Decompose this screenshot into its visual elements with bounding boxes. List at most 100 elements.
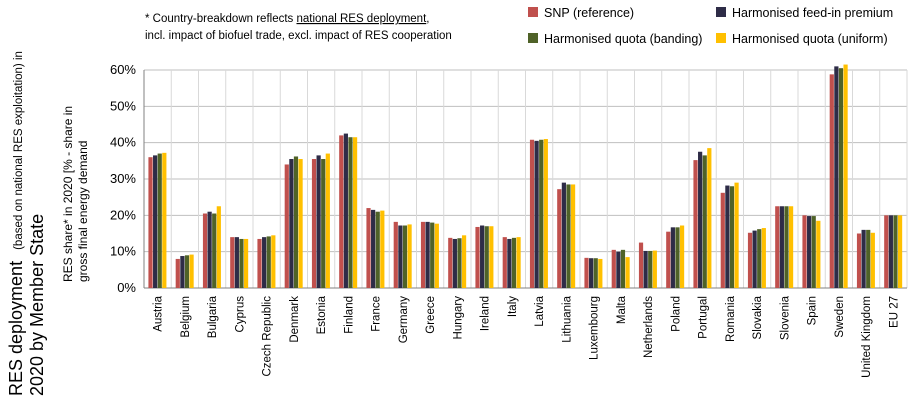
bar-harmonised-quota-uniform-: [707, 148, 712, 288]
y-tick-label: 40%: [110, 135, 136, 150]
bar-harmonised-quota-banding-: [375, 211, 380, 288]
bar-snp-reference-: [366, 208, 371, 288]
x-tick-label: United Kingdom: [861, 296, 873, 378]
y-tick-label: 0%: [117, 280, 136, 295]
bar-snp-reference-: [720, 192, 725, 288]
legend-label: Harmonised feed-in premium: [732, 6, 893, 20]
bar-harmonised-feed-in-premium: [643, 250, 648, 288]
bar-harmonised-quota-uniform-: [652, 250, 657, 288]
bar-harmonised-quota-uniform-: [243, 238, 249, 288]
bar-harmonised-quota-banding-: [321, 159, 326, 288]
bar-snp-reference-: [884, 215, 889, 288]
bar-harmonised-quota-banding-: [593, 258, 598, 288]
bar-snp-reference-: [611, 249, 616, 288]
bar-snp-reference-: [693, 160, 698, 288]
bar-harmonised-feed-in-premium: [725, 185, 730, 288]
bar-harmonised-feed-in-premium: [888, 215, 893, 288]
bar-harmonised-quota-uniform-: [870, 232, 875, 288]
bar-snp-reference-: [584, 257, 589, 288]
x-tick-label: Lithuania: [561, 295, 573, 342]
bar-harmonised-quota-banding-: [266, 236, 271, 288]
bar-harmonised-quota-banding-: [675, 227, 680, 288]
x-tick-label: Bulgaria: [207, 295, 219, 338]
bar-harmonised-quota-banding-: [757, 229, 762, 288]
bar-harmonised-quota-banding-: [729, 186, 735, 288]
side-title: RES deployment (based on national RES ex…: [6, 51, 47, 396]
bar-snp-reference-: [557, 189, 562, 288]
bar-snp-reference-: [829, 74, 834, 288]
x-tick-label: Romania: [725, 295, 737, 342]
x-tick-label: Malta: [616, 295, 628, 324]
bar-harmonised-feed-in-premium: [561, 182, 566, 288]
x-tick-label: France: [371, 296, 383, 332]
x-tick-label: Poland: [670, 296, 682, 332]
x-tick-label: Greece: [425, 296, 437, 334]
plot-area: 0% 10% 20% 30% 40% 50% 60% Austria Belgium Bulgar…: [110, 62, 908, 378]
bar-harmonised-quota-banding-: [566, 184, 571, 288]
bar-harmonised-feed-in-premium: [207, 211, 212, 288]
bar-harmonised-quota-uniform-: [625, 257, 630, 288]
bar-snp-reference-: [284, 164, 289, 288]
bar-harmonised-feed-in-premium: [534, 140, 539, 288]
legend-label: SNP (reference): [544, 6, 634, 20]
bar-snp-reference-: [420, 221, 426, 288]
bar-harmonised-quota-uniform-: [734, 182, 739, 288]
bar-harmonised-quota-banding-: [648, 250, 653, 288]
y-axis-label-line1: RES share* in 2020 [% - share in: [61, 106, 75, 282]
bar-harmonised-feed-in-premium: [343, 133, 348, 288]
x-tick-label: EU 27: [888, 296, 900, 328]
bar-snp-reference-: [802, 215, 807, 288]
bar-harmonised-quota-uniform-: [162, 152, 167, 288]
x-tick-label: Luxembourg: [589, 296, 601, 360]
bar-harmonised-feed-in-premium: [834, 66, 839, 288]
bar-harmonised-quota-banding-: [893, 215, 898, 288]
bar-harmonised-feed-in-premium: [779, 206, 784, 288]
bar-harmonised-quota-uniform-: [679, 225, 685, 288]
bar-harmonised-quota-banding-: [184, 255, 190, 288]
bar-snp-reference-: [666, 231, 671, 288]
bar-harmonised-quota-uniform-: [407, 224, 412, 288]
x-tick-label: Slovenia: [779, 295, 791, 340]
bar-harmonised-feed-in-premium: [861, 229, 866, 288]
bar-snp-reference-: [638, 242, 644, 288]
x-tick-label: Slovakia: [752, 295, 764, 339]
bar-harmonised-quota-banding-: [457, 238, 462, 288]
legend-swatch: [716, 33, 726, 43]
y-axis-label: RES share* in 2020 [% - share in gross f…: [61, 106, 90, 282]
side-title-line2: 2020 by Member State: [27, 214, 47, 396]
bar-harmonised-feed-in-premium: [371, 209, 376, 288]
bar-harmonised-feed-in-premium: [807, 216, 812, 288]
bar-harmonised-quota-banding-: [402, 225, 408, 288]
bar-snp-reference-: [257, 238, 262, 288]
bar-harmonised-quota-uniform-: [516, 237, 521, 288]
legend-swatch: [716, 7, 726, 17]
bar-harmonised-quota-banding-: [811, 216, 816, 288]
side-title-main: RES deployment: [6, 261, 26, 396]
bar-harmonised-quota-banding-: [157, 153, 162, 288]
legend-label: Harmonised quota (banding): [544, 32, 702, 46]
y-tick-label: 50%: [110, 98, 136, 113]
bar-harmonised-quota-uniform-: [298, 159, 303, 288]
svg-text:RES deployment (based on: RES deployment (based on national RES ex…: [6, 51, 26, 396]
bar-harmonised-quota-uniform-: [434, 223, 439, 288]
x-tick-label: Denmark: [289, 296, 301, 343]
bar-harmonised-feed-in-premium: [289, 159, 294, 288]
bar-harmonised-quota-uniform-: [761, 228, 766, 288]
bar-harmonised-quota-uniform-: [271, 235, 276, 288]
y-tick-label: 10%: [110, 244, 136, 259]
legend: SNP (reference) Harmonised feed-in premiu…: [528, 6, 893, 46]
bar-harmonised-quota-uniform-: [216, 206, 221, 288]
bar-snp-reference-: [747, 232, 753, 288]
bar-snp-reference-: [202, 213, 208, 288]
bar-harmonised-feed-in-premium: [316, 155, 321, 288]
bar-harmonised-feed-in-premium: [398, 225, 403, 288]
bar-harmonised-quota-banding-: [484, 226, 489, 288]
x-tick-label: Sweden: [834, 296, 846, 338]
x-tick-label: Netherlands: [643, 296, 655, 358]
x-tick-label: Italy: [507, 296, 519, 317]
y-tick-label: 60%: [110, 62, 136, 77]
footnote-prefix: * Country-breakdown reflects: [145, 13, 296, 25]
bar-harmonised-quota-banding-: [838, 68, 844, 288]
x-tick-label: Hungary: [452, 296, 464, 340]
